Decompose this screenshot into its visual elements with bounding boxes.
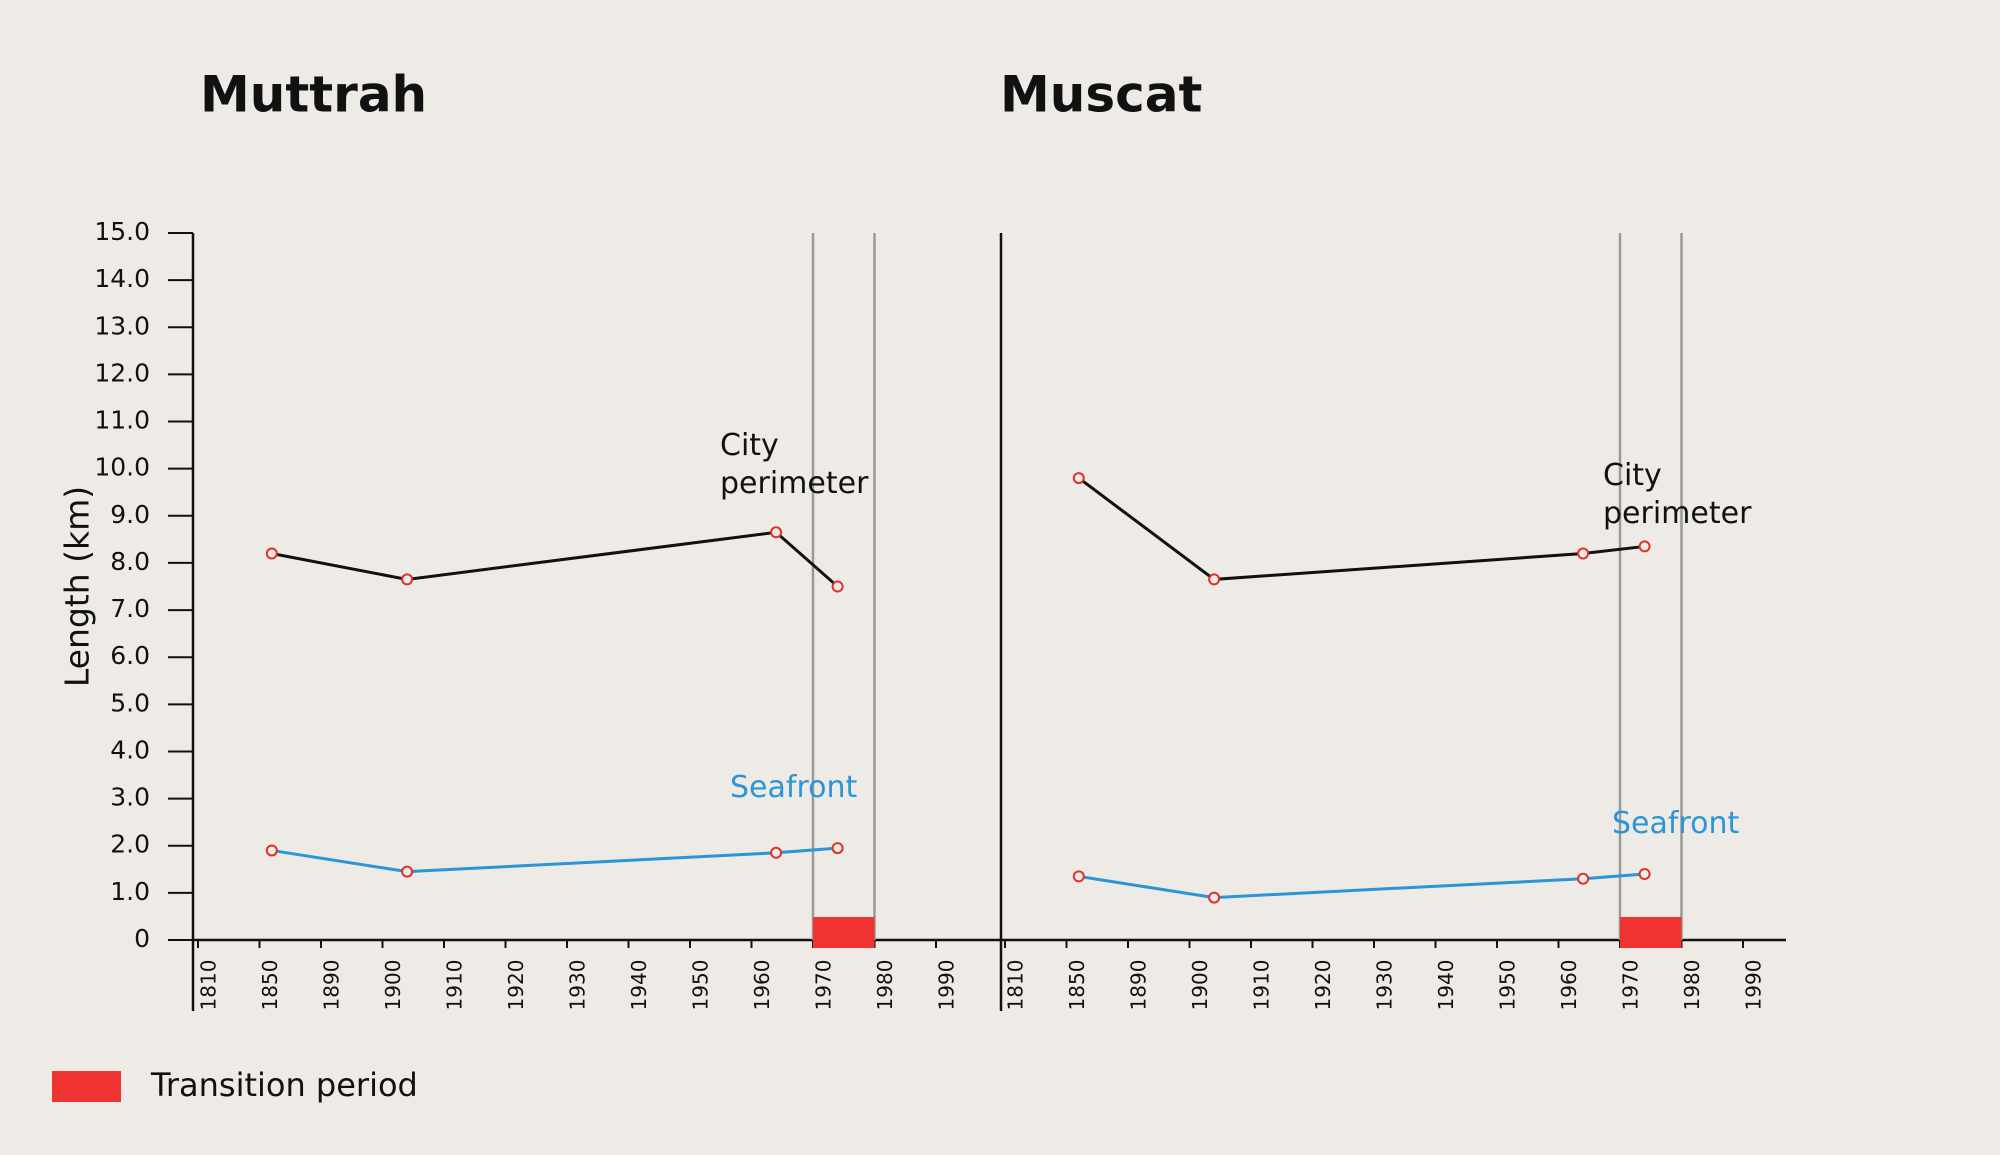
y-tick-label: 3.0 — [110, 783, 150, 812]
panel-title: Muttrah — [200, 66, 427, 124]
series-line — [271, 846, 838, 874]
x-tick-label: 1930 — [566, 960, 590, 1011]
x-tick-label: 1930 — [1373, 960, 1397, 1011]
x-tick-label: 1990 — [1742, 960, 1766, 1011]
x-tick-label: 1970 — [1619, 960, 1643, 1011]
x-tick-label: 1940 — [1434, 960, 1458, 1011]
y-tick-label: 14.0 — [94, 264, 150, 293]
y-tick-label: 5.0 — [110, 688, 150, 717]
series-label: Seafront — [730, 770, 858, 805]
y-axis-label: Length (km) — [58, 486, 97, 687]
x-tick-label: 1810 — [197, 960, 221, 1011]
series-line — [271, 530, 839, 588]
data-point — [1072, 472, 1085, 485]
x-tick-label: 1970 — [812, 960, 836, 1011]
x-tick-label: 1910 — [443, 960, 467, 1011]
series-line — [1078, 872, 1645, 900]
x-tick-label: 1920 — [504, 960, 528, 1011]
y-tick-label: 12.0 — [94, 358, 150, 387]
x-tick-label: 1940 — [627, 960, 651, 1011]
y-tick-label: 9.0 — [110, 500, 150, 529]
y-tick-label: 10.0 — [94, 453, 150, 482]
x-tick-label: 1850 — [1065, 960, 1089, 1011]
y-tick-label: 11.0 — [94, 406, 150, 435]
data-point — [1208, 891, 1221, 904]
series-label: Seafront — [1612, 806, 1740, 841]
data-point — [770, 526, 783, 539]
y-tick-label: 15.0 — [94, 217, 150, 246]
data-point — [770, 846, 783, 859]
data-point — [831, 842, 844, 855]
x-tick-label: 1900 — [381, 960, 405, 1011]
series-line — [1077, 476, 1645, 581]
y-tick-label: 7.0 — [110, 594, 150, 623]
x-tick-label: 1920 — [1311, 960, 1335, 1011]
data-point — [401, 573, 414, 586]
y-tick-label: 1.0 — [110, 877, 150, 906]
y-tick-label: 0 — [134, 924, 150, 953]
x-tick-label: 1990 — [935, 960, 959, 1011]
y-tick-label: 13.0 — [94, 311, 150, 340]
x-tick-label: 1810 — [1004, 960, 1028, 1011]
x-tick-label: 1980 — [873, 960, 897, 1011]
legend-label: Transition period — [150, 1066, 418, 1104]
transition-period — [1620, 917, 1682, 948]
y-tick-label: 2.0 — [110, 830, 150, 859]
legend-swatch — [52, 1071, 121, 1102]
data-point — [1208, 573, 1221, 586]
x-tick-label: 1960 — [1557, 960, 1581, 1011]
data-point — [1577, 547, 1590, 560]
series-label: City perimeter — [1603, 458, 1752, 531]
x-tick-label: 1980 — [1680, 960, 1704, 1011]
data-point — [1638, 540, 1651, 553]
data-point — [401, 865, 414, 878]
x-tick-label: 1910 — [1250, 960, 1274, 1011]
x-tick-label: 1900 — [1188, 960, 1212, 1011]
x-tick-label: 1850 — [258, 960, 282, 1011]
transition-period — [813, 917, 875, 948]
panel-title: Muscat — [1000, 66, 1202, 124]
y-tick-label: 8.0 — [110, 547, 150, 576]
series-label: City perimeter — [720, 428, 869, 501]
x-tick-label: 1890 — [320, 960, 344, 1011]
x-tick-label: 1890 — [1127, 960, 1151, 1011]
data-point — [831, 580, 844, 593]
data-point — [265, 844, 278, 857]
data-point — [265, 547, 278, 560]
data-point — [1072, 870, 1085, 883]
data-point — [1638, 868, 1651, 881]
x-tick-label: 1950 — [689, 960, 713, 1011]
y-tick-label: 6.0 — [110, 641, 150, 670]
x-tick-label: 1950 — [1496, 960, 1520, 1011]
y-tick-label: 4.0 — [110, 735, 150, 764]
data-point — [1577, 872, 1590, 885]
x-tick-label: 1960 — [750, 960, 774, 1011]
